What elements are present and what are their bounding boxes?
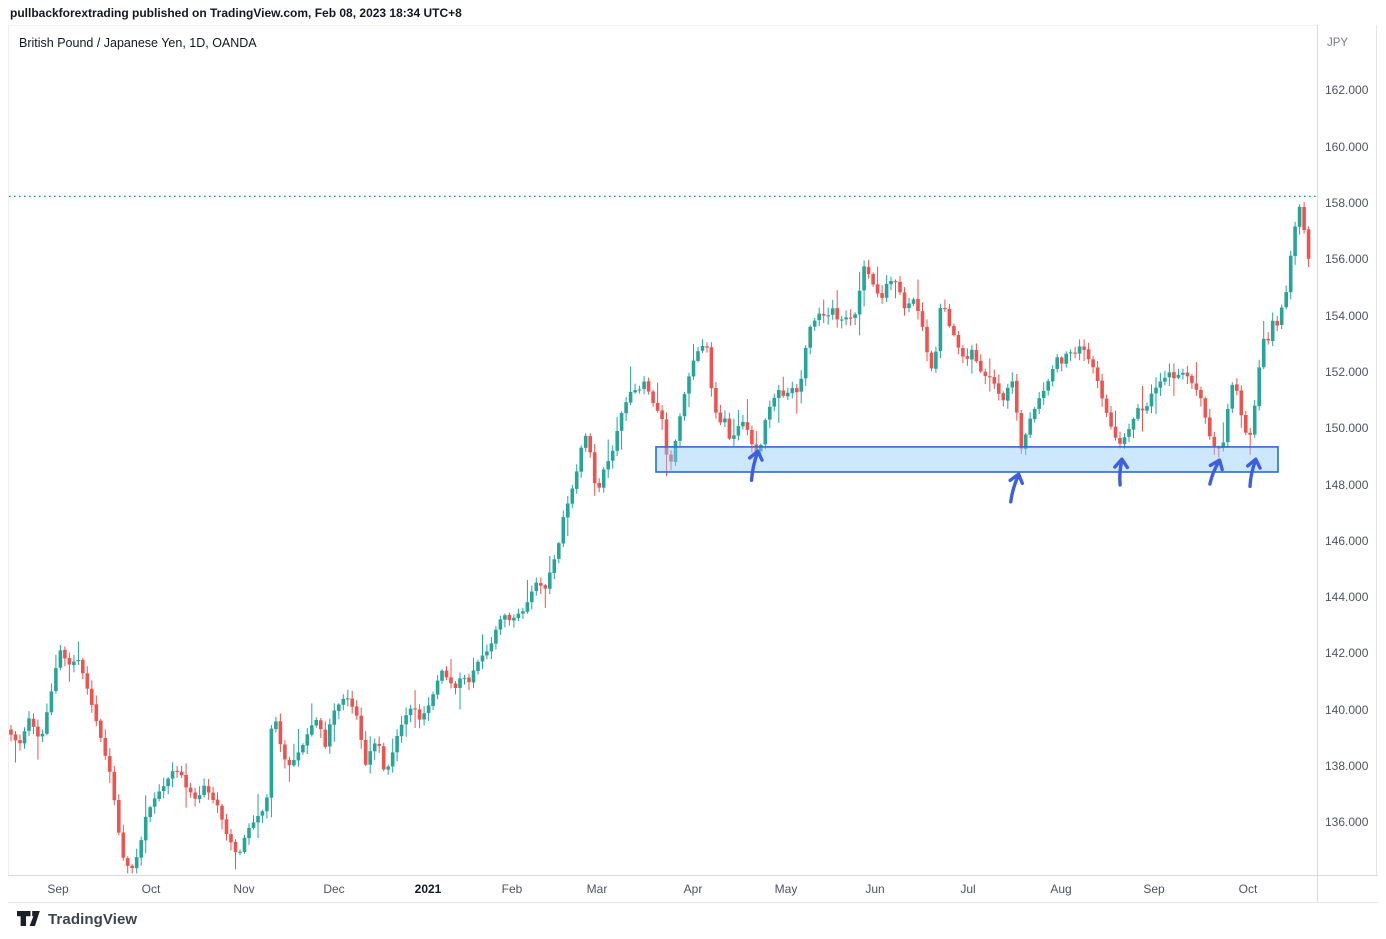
time-label-month: Jul bbox=[960, 882, 976, 896]
up-arrow-annotation[interactable] bbox=[745, 449, 764, 483]
time-label-month: Nov bbox=[233, 882, 255, 896]
tradingview-logo-icon bbox=[17, 911, 40, 926]
price-tick-label: 160.000 bbox=[1325, 139, 1369, 154]
price-tick-label: 154.000 bbox=[1325, 308, 1369, 323]
price-tick-label: 152.000 bbox=[1325, 364, 1369, 379]
price-tick-label: 162.000 bbox=[1325, 83, 1369, 98]
price-tick-label: 142.000 bbox=[1325, 646, 1369, 661]
time-label-month: Sep bbox=[47, 882, 69, 896]
tradingview-logo-text: TradingView bbox=[48, 910, 138, 928]
time-label-month: Oct bbox=[141, 882, 161, 896]
axis-corner-divider bbox=[1317, 876, 1318, 903]
time-label-month: Apr bbox=[683, 882, 703, 896]
time-label-month: May bbox=[774, 882, 798, 896]
price-tick-label: 148.000 bbox=[1325, 477, 1369, 492]
price-tick-label: 144.000 bbox=[1325, 590, 1369, 605]
time-label-month: Jun bbox=[865, 882, 885, 896]
price-tick-label: 136.000 bbox=[1325, 815, 1369, 830]
time-label-month: Aug bbox=[1050, 882, 1072, 896]
price-tick-label: 156.000 bbox=[1325, 252, 1369, 267]
up-arrow-annotation[interactable] bbox=[1004, 472, 1024, 504]
price-tick-label: 140.000 bbox=[1325, 702, 1369, 717]
symbol-legend[interactable]: British Pound / Japanese Yen, 1D, OANDA bbox=[19, 36, 257, 50]
time-label-month: Feb bbox=[501, 882, 523, 896]
publish-info-line: pullbackforextrading published on Tradin… bbox=[10, 6, 462, 20]
price-tick-label: 146.000 bbox=[1325, 533, 1369, 548]
up-arrow-annotation[interactable] bbox=[1244, 457, 1262, 489]
up-arrow-annotation[interactable] bbox=[1204, 458, 1225, 487]
price-tick-label: 158.000 bbox=[1325, 196, 1369, 210]
quote-currency-label: JPY bbox=[1327, 37, 1349, 49]
candlestick-chart[interactable] bbox=[9, 26, 1318, 876]
time-label-year: 2021 bbox=[414, 882, 442, 896]
support-zone[interactable] bbox=[655, 446, 1279, 473]
time-label-month: Dec bbox=[323, 882, 345, 896]
time-label-month: Oct bbox=[1238, 882, 1258, 896]
price-tick-label: 150.000 bbox=[1325, 421, 1369, 436]
attribution: TradingView bbox=[16, 907, 137, 931]
chart-panel[interactable]: British Pound / Japanese Yen, 1D, OANDA bbox=[8, 25, 1318, 876]
up-arrow-annotation[interactable] bbox=[1113, 457, 1130, 487]
time-label-month: Mar bbox=[586, 882, 608, 896]
candles bbox=[9, 202, 1311, 874]
time-axis[interactable]: Sep Oct Nov Dec 2021 Feb Mar Apr May Jun Jul Aug Sep… bbox=[8, 875, 1378, 903]
time-label-month: Sep bbox=[1143, 882, 1165, 896]
price-tick-label: 138.000 bbox=[1325, 759, 1369, 773]
price-axis[interactable]: JPY 162.000 160.000 158.000 156.000 154.000 1… bbox=[1317, 25, 1377, 875]
